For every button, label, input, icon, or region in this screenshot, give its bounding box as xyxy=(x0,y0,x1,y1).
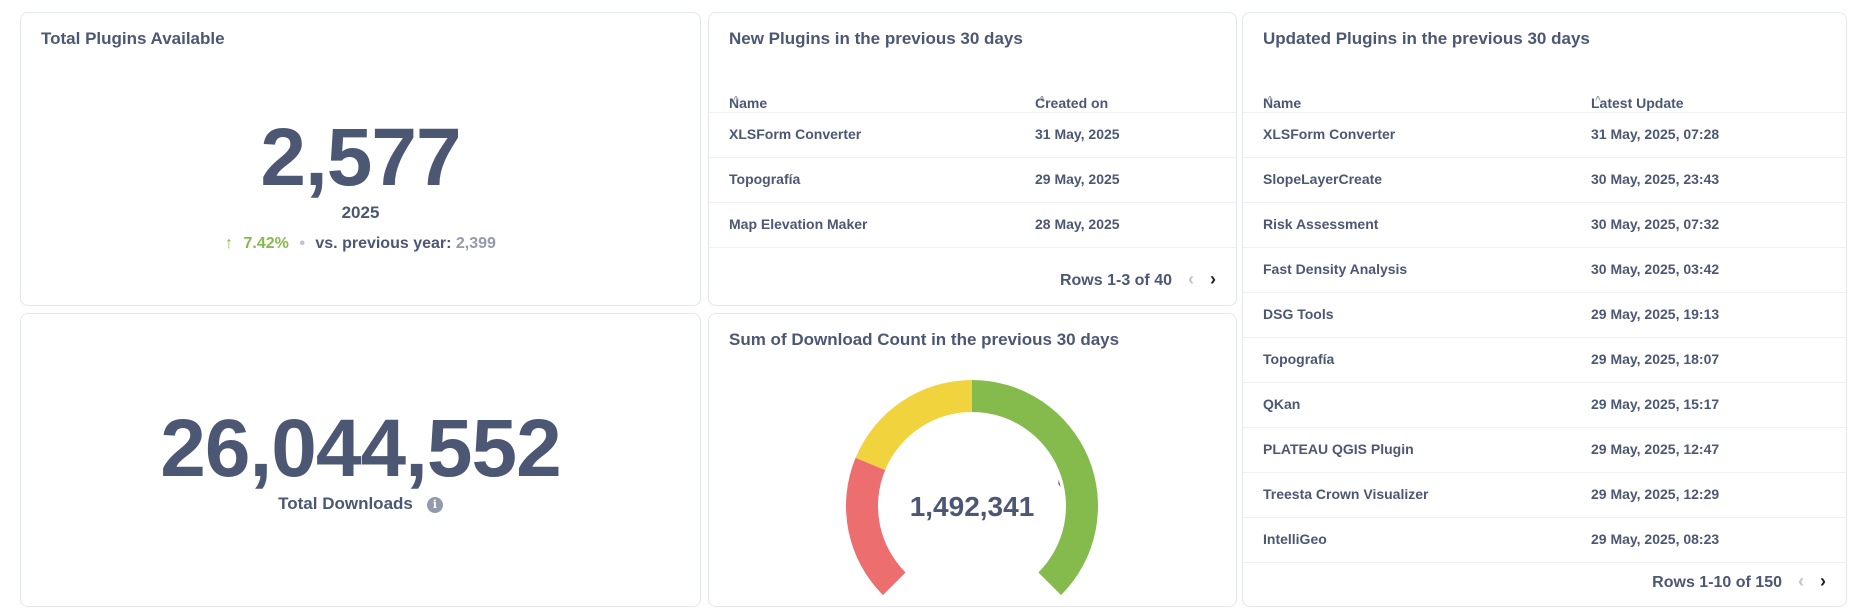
gauge-segment-2[interactable] xyxy=(972,380,1098,596)
plugin-name-cell: Map Elevation Maker xyxy=(729,216,868,232)
date-cell: 29 May, 2025, 19:13 xyxy=(1591,306,1720,322)
column-label: Name xyxy=(729,95,768,111)
plugin-name-cell: Fast Density Analysis xyxy=(1263,261,1408,277)
column-label: Latest Update xyxy=(1591,95,1684,111)
separator-dot: • xyxy=(299,235,305,252)
card-title[interactable]: Total Plugins Available xyxy=(41,29,225,48)
table-row[interactable]: Treesta Crown Visualizer 29 May, 2025, 12… xyxy=(1243,473,1846,518)
table-row[interactable]: XLSForm Converter 31 May, 2025 xyxy=(709,113,1236,158)
chevron-right-icon[interactable]: › xyxy=(1210,269,1216,289)
period-label: 2025 xyxy=(341,203,380,222)
date-cell: 29 May, 2025 xyxy=(1035,171,1120,187)
column-label: Name xyxy=(1263,95,1302,111)
table-row[interactable]: Topografía 29 May, 2025 xyxy=(709,158,1236,203)
comparison-label: vs. previous year: xyxy=(315,235,452,252)
table-header: Name ^ Latest Update ^ xyxy=(1243,71,1846,113)
date-cell: 30 May, 2025, 03:42 xyxy=(1591,261,1720,277)
date-cell: 28 May, 2025 xyxy=(1035,216,1120,232)
date-cell: 30 May, 2025, 07:32 xyxy=(1591,216,1720,232)
plugin-name-cell: PLATEAU QGIS Plugin xyxy=(1263,441,1414,457)
gauge-segment-1[interactable] xyxy=(855,380,972,471)
table-row[interactable]: Topografía 29 May, 2025, 18:07 xyxy=(1243,338,1846,383)
comparison-row: ↑ 7.42% • vs. previous year: 2,399 xyxy=(21,235,700,253)
gauge-chart: 1,492,341 xyxy=(846,380,1098,596)
downloads-gauge-card: Sum of Download Count in the previous 30… xyxy=(708,313,1237,607)
plugin-name-cell: QKan xyxy=(1263,396,1301,412)
date-cell: 29 May, 2025, 18:07 xyxy=(1591,351,1720,367)
total-plugins-card: Total Plugins Available 2,577 2025 ↑ 7.4… xyxy=(20,12,701,306)
plugin-name-cell: SlopeLayerCreate xyxy=(1263,171,1383,187)
total-downloads-label-row: Total Downloads i xyxy=(21,494,700,514)
comparison-value: 2,399 xyxy=(455,235,496,252)
date-cell: 31 May, 2025, 07:28 xyxy=(1591,126,1720,142)
card-title[interactable]: Updated Plugins in the previous 30 days xyxy=(1263,29,1590,48)
pagination-label: Rows 1-10 of 150 xyxy=(1652,574,1782,591)
gauge-value: 1,492,341 xyxy=(910,491,1035,522)
pagination-label: Rows 1-3 of 40 xyxy=(1059,272,1172,289)
table-row[interactable]: IntelliGeo 29 May, 2025, 08:23 xyxy=(1243,518,1846,563)
total-downloads-value: 26,044,552 xyxy=(160,403,561,494)
date-cell: 30 May, 2025, 23:43 xyxy=(1591,171,1720,187)
table-row[interactable]: Fast Density Analysis 30 May, 2025, 03:42 xyxy=(1243,248,1846,293)
plugin-name-cell: Topografía xyxy=(729,171,801,187)
gauge-segment-0[interactable] xyxy=(846,457,906,596)
plugin-name-cell: IntelliGeo xyxy=(1263,531,1327,547)
chevron-left-icon[interactable]: ‹ xyxy=(1798,571,1804,591)
change-percent: 7.42% xyxy=(243,235,289,252)
table-row[interactable]: Risk Assessment 30 May, 2025, 07:32 xyxy=(1243,203,1846,248)
date-cell: 29 May, 2025, 12:29 xyxy=(1591,486,1720,502)
table-header: Name ^ Created on ^ xyxy=(709,71,1236,113)
pagination: Rows 1-10 of 150 ‹ › xyxy=(1652,571,1826,592)
plugin-name-cell: XLSForm Converter xyxy=(729,126,862,142)
chevron-left-icon[interactable]: ‹ xyxy=(1188,269,1194,289)
pagination: Rows 1-3 of 40 ‹ › xyxy=(1060,269,1216,290)
plugin-name-cell: Topografía xyxy=(1263,351,1335,367)
date-cell: 29 May, 2025, 12:47 xyxy=(1591,441,1720,457)
table-row[interactable]: QKan 29 May, 2025, 15:17 xyxy=(1243,383,1846,428)
table-row[interactable]: XLSForm Converter 31 May, 2025, 07:28 xyxy=(1243,113,1846,158)
table-row[interactable]: SlopeLayerCreate 30 May, 2025, 23:43 xyxy=(1243,158,1846,203)
gauge-pointer xyxy=(1056,473,1064,494)
info-icon[interactable]: i xyxy=(426,497,443,513)
new-plugins-card: New Plugins in the previous 30 days Name… xyxy=(708,12,1237,306)
chevron-up-icon: ^ xyxy=(1595,95,1601,106)
plugin-name-cell: DSG Tools xyxy=(1263,306,1334,322)
date-cell: 29 May, 2025, 08:23 xyxy=(1591,531,1720,547)
table-row[interactable]: DSG Tools 29 May, 2025, 19:13 xyxy=(1243,293,1846,338)
table-row[interactable]: Map Elevation Maker 28 May, 2025 xyxy=(709,203,1236,248)
plugin-name-cell: Treesta Crown Visualizer xyxy=(1263,486,1429,502)
chevron-right-icon[interactable]: › xyxy=(1820,571,1826,591)
total-plugins-value: 2,577 xyxy=(260,112,461,203)
arrow-up-icon: ↑ xyxy=(225,235,234,252)
total-downloads-label: Total Downloads xyxy=(278,494,413,513)
total-downloads-card: 26,044,552 Total Downloads i xyxy=(20,313,701,607)
date-cell: 31 May, 2025 xyxy=(1035,126,1120,142)
column-label: Created on xyxy=(1035,95,1109,111)
plugin-name-cell: XLSForm Converter xyxy=(1263,126,1396,142)
card-title[interactable]: Sum of Download Count in the previous 30… xyxy=(729,330,1120,349)
plugin-name-cell: Risk Assessment xyxy=(1263,216,1379,232)
chevron-up-icon: ^ xyxy=(733,95,739,106)
updated-plugins-card: Updated Plugins in the previous 30 days … xyxy=(1242,12,1847,607)
date-cell: 29 May, 2025, 15:17 xyxy=(1591,396,1720,412)
chevron-up-icon: ^ xyxy=(1267,95,1273,106)
chevron-up-icon: ^ xyxy=(1039,95,1045,106)
table-row[interactable]: PLATEAU QGIS Plugin 29 May, 2025, 12:47 xyxy=(1243,428,1846,473)
card-title[interactable]: New Plugins in the previous 30 days xyxy=(729,29,1023,48)
